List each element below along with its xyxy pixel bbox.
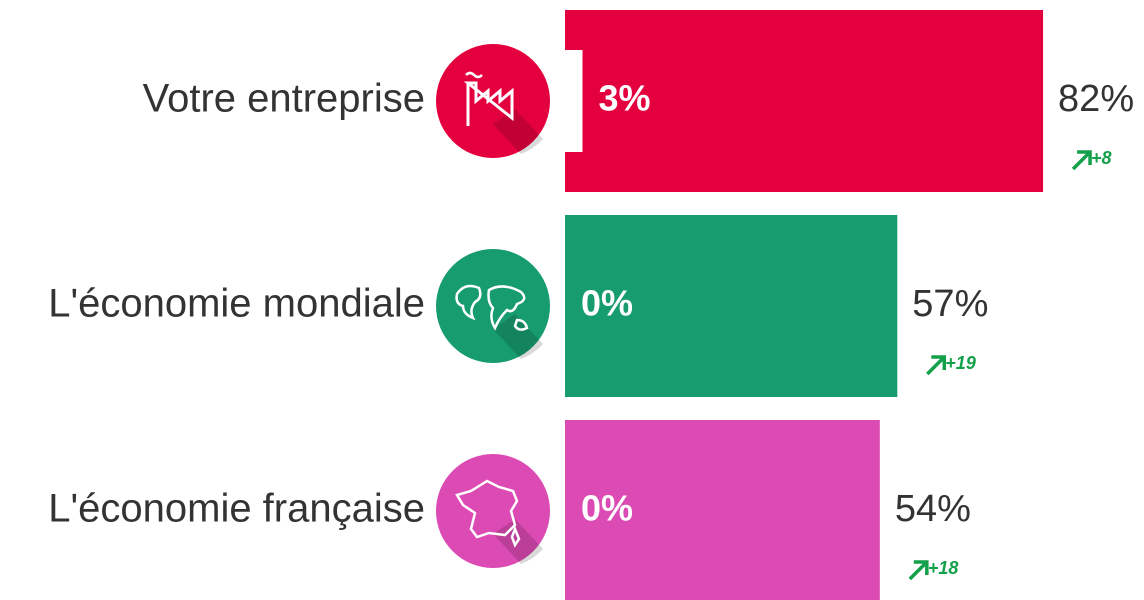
inner-value-label: 3% [598, 78, 650, 119]
bar [565, 420, 880, 600]
inner-value-label: 0% [581, 283, 633, 324]
icon-circle [436, 249, 550, 363]
icon-glyph [465, 71, 483, 79]
category-label: Votre entreprise [143, 77, 425, 121]
icon [436, 44, 550, 158]
bar [565, 215, 898, 397]
category-label: L'économie française [48, 487, 425, 531]
value-label: 54% [895, 488, 971, 530]
icon-glyph [455, 284, 529, 331]
inner-bar [565, 50, 583, 152]
icon-glyph [463, 81, 514, 126]
bar [565, 10, 1044, 192]
change-arrow [908, 560, 929, 581]
icon [436, 454, 550, 568]
icon [436, 249, 550, 363]
icon-circle [436, 454, 550, 568]
inner-value-label: 0% [581, 488, 633, 529]
change-arrow [1071, 150, 1092, 171]
icon-glyph [455, 479, 521, 548]
category-label: L'économie mondiale [48, 282, 425, 326]
icon-shadow [493, 314, 543, 359]
change-label: +19 [945, 353, 976, 373]
icon-shadow [493, 109, 543, 154]
change-label: +8 [1091, 148, 1112, 168]
value-label: 57% [912, 283, 988, 325]
change-arrow [926, 355, 947, 376]
change-label: +18 [928, 558, 959, 578]
value-label: 82% [1058, 78, 1134, 120]
